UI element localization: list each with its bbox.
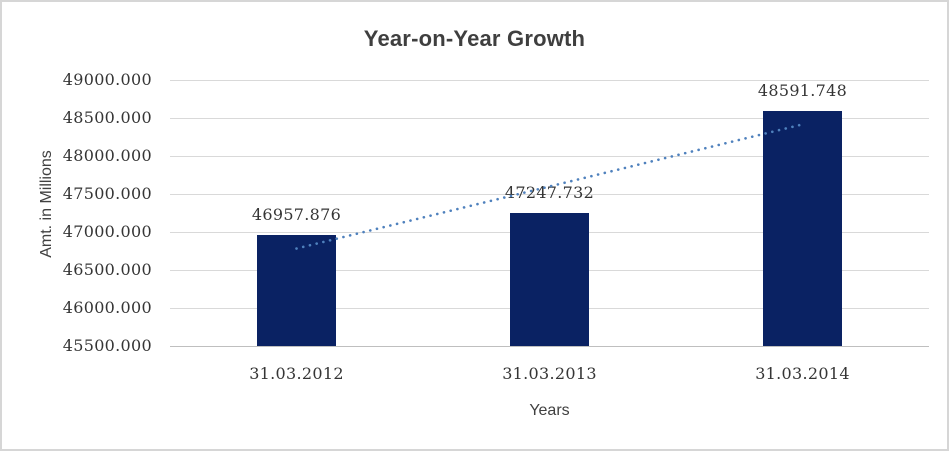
chart-title: Year-on-Year Growth: [363, 26, 586, 51]
x-axis-line: [170, 346, 929, 347]
x-tick-label: 31.03.2014: [755, 364, 850, 383]
gridline: [170, 194, 929, 195]
bar: [257, 235, 336, 346]
x-axis-title: Years: [529, 402, 570, 419]
x-tick-label: 31.03.2013: [502, 364, 597, 383]
y-tick-label: 46000.000: [62, 298, 152, 317]
plot-area: 46957.876 31.03.2012 47247.732 31.03.2013 48…: [170, 80, 929, 383]
bar: [510, 213, 589, 346]
trendline-line: [295, 123, 804, 250]
data-label: 48591.748: [757, 81, 848, 101]
data-label: 46957.876: [251, 205, 342, 225]
y-tick-label: 48000.000: [62, 146, 152, 165]
trendline: [295, 123, 804, 250]
y-tick-label: 49000.000: [62, 70, 152, 89]
gridline: [170, 156, 929, 157]
y-tick-label: 47000.000: [62, 222, 152, 241]
y-tick-label: 47500.000: [62, 184, 152, 203]
y-tick-label: 46500.000: [62, 260, 152, 279]
bar: [763, 111, 842, 346]
data-label: 47247.732: [504, 183, 595, 203]
x-tick-label: 31.03.2012: [249, 364, 344, 383]
y-tick-label: 45500.000: [62, 336, 152, 355]
gridline: [170, 80, 929, 81]
y-axis-tick-labels: 49000.000 48500.000 48000.000 47500.000 4700…: [2, 70, 152, 355]
y-tick-label: 48500.000: [62, 108, 152, 127]
gridline: [170, 118, 929, 119]
